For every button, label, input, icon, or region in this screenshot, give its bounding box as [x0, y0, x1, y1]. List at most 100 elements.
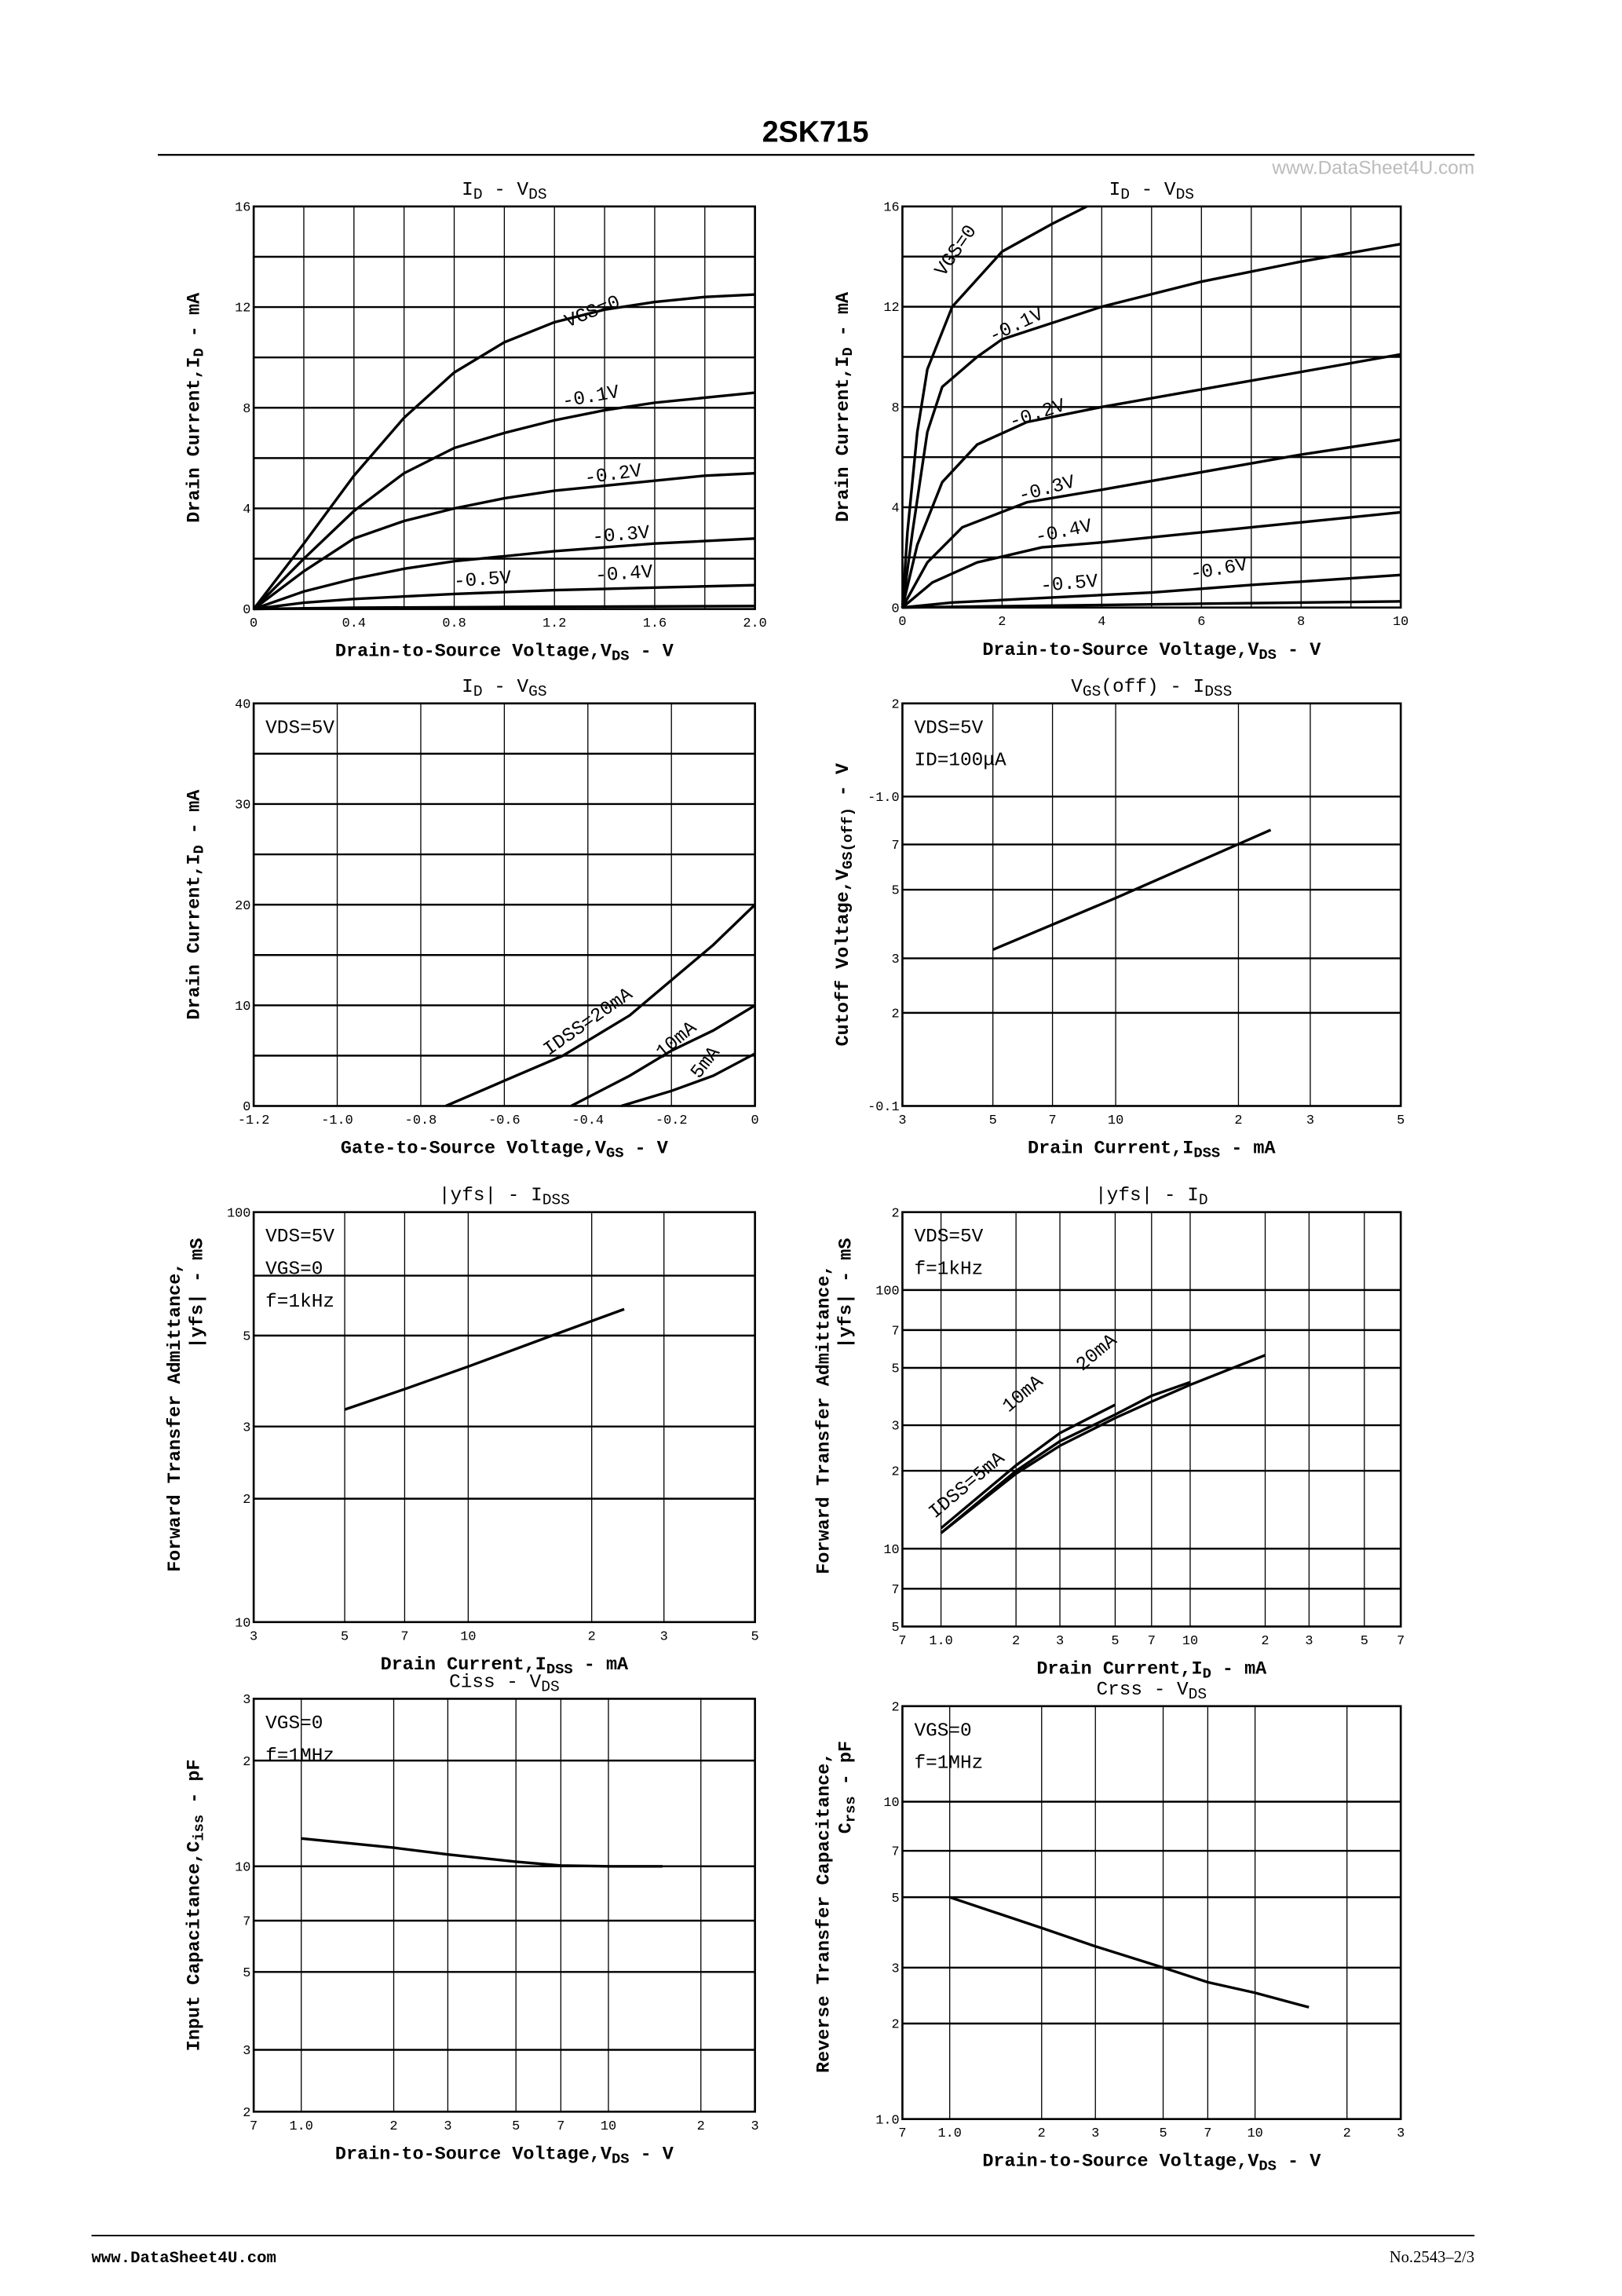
watermark: www.DataSheet4U.com [1271, 158, 1474, 179]
x-tick-label: 3 [1056, 1634, 1064, 1649]
chart-title: Ciss - VDS [449, 1672, 560, 1695]
x-tick-label: 7 [250, 2119, 258, 2134]
y-tick-label: 3 [243, 2044, 250, 2059]
y-tick-label: 2 [892, 2018, 900, 2033]
y-axis-label: Forward Transfer Admittance, [814, 1264, 835, 1574]
subscript: DS [1259, 2157, 1277, 2174]
y-tick-label: 7 [892, 839, 900, 854]
y-axis-label: Drain Current,ID - mA [184, 789, 208, 1020]
x-tick-label: 5 [751, 1629, 759, 1644]
x-tick-label: 2 [998, 615, 1006, 630]
y-tick-label: 7 [892, 1583, 900, 1598]
series-label: -0.2V [583, 461, 644, 490]
x-tick-label: 10 [1108, 1113, 1123, 1128]
series-label: -0.2V [1007, 396, 1069, 433]
x-tick-label: 10 [1393, 615, 1408, 630]
series-line [253, 537, 755, 611]
subscript: GS [1083, 683, 1101, 700]
subscript: D [839, 347, 857, 356]
plot-frame [901, 205, 1402, 609]
subscript: rss [842, 1796, 859, 1823]
test-condition: f=1kHz [265, 1292, 334, 1313]
test-condition: VGS=0 [914, 1720, 971, 1742]
text-run: - pF [836, 1741, 857, 1796]
series-label: 10mA [999, 1372, 1048, 1418]
text-run: - V [1130, 180, 1176, 201]
series-line [570, 1004, 756, 1107]
chart-title: ID - VDS [1109, 180, 1194, 203]
subscript: D [473, 186, 483, 203]
text-run: - V [623, 1139, 668, 1160]
y-tick-label: 0 [892, 601, 900, 616]
text-run: C [836, 1823, 857, 1834]
y-tick-label: 5 [892, 1892, 900, 1907]
series-line [253, 471, 755, 610]
test-condition: VDS=5V [914, 1227, 983, 1248]
y-tick-label: -1.0 [868, 791, 900, 806]
text-run: Reverse Transfer Capacitance, [814, 1753, 835, 2073]
y-tick-label: 3 [243, 1693, 250, 1708]
x-tick-label: -1.2 [238, 1113, 270, 1128]
x-tick-label: 10 [601, 2119, 616, 2134]
x-tick-label: 2 [1261, 1634, 1269, 1649]
text-run: - mA [1211, 1658, 1267, 1680]
x-tick-label: 6 [1197, 615, 1205, 630]
chart-title: ID - VDS [462, 180, 546, 203]
x-tick-label: 1.2 [542, 616, 566, 631]
x-tick-label: 2 [1343, 2126, 1351, 2141]
x-tick-label: 2 [1012, 1634, 1020, 1649]
plot-frame [901, 702, 1402, 1107]
series-line [252, 293, 755, 610]
text-run: (off) - I [1101, 677, 1204, 698]
test-condition: f=1MHz [914, 1753, 983, 1775]
subscript: DS [1259, 646, 1277, 664]
text-run: V [1071, 677, 1083, 698]
text-run: Drain Current,I [381, 1654, 546, 1676]
footer-link[interactable]: www.DataSheet4U.com [92, 2250, 276, 2268]
y-tick-label: 2 [243, 1493, 250, 1508]
x-axis-label: Drain Current,ID - mA [1036, 1658, 1267, 1682]
plot-frame [901, 1211, 1402, 1628]
series-label: IDSS=20mA [540, 984, 637, 1061]
chart-title: |yfs| - IDSS [439, 1186, 570, 1209]
x-tick-label: 0 [250, 616, 258, 631]
x-tick-label: 7 [1204, 2126, 1211, 2141]
y-tick-label: 10 [235, 1616, 250, 1631]
x-tick-label: 3 [1305, 1634, 1313, 1649]
text-run: Crss - V [1097, 1680, 1189, 1701]
y-tick-label: 0 [243, 603, 250, 618]
x-tick-label: 1.0 [937, 2126, 961, 2141]
subscript: D [190, 845, 207, 854]
test-condition: f=1MHz [265, 1746, 334, 1767]
series-label: -0.3V [591, 523, 651, 549]
text-run: I [462, 180, 473, 201]
text-run: |yfs| - mS [187, 1238, 208, 1349]
x-tick-label: 0.4 [342, 616, 366, 631]
y-tick-label: -0.1 [868, 1100, 900, 1115]
series-line [949, 1896, 1310, 2009]
series-line [901, 510, 1401, 609]
subscript: D [190, 348, 207, 356]
y-tick-label: 2 [243, 1755, 250, 1770]
text-run: - mA [1220, 1139, 1276, 1160]
y-tick-label: 3 [892, 1420, 900, 1435]
y-tick-label: 4 [892, 502, 900, 517]
y-tick-label: 0 [243, 1100, 250, 1115]
x-tick-label: 4 [1098, 615, 1105, 630]
y-tick-label: 5 [892, 1621, 900, 1636]
x-tick-label: 0 [898, 615, 906, 630]
y-axis-label: Input Capacitance,Ciss - pF [184, 1759, 208, 2051]
x-tick-label: 2 [389, 2119, 397, 2134]
series-label: -0.3V [1017, 472, 1078, 507]
series-line [445, 903, 756, 1108]
x-tick-label: 3 [898, 1113, 906, 1128]
series-line [940, 1403, 1116, 1530]
x-tick-label: 5 [1159, 2126, 1167, 2141]
x-tick-label: 3 [444, 2119, 451, 2134]
x-tick-label: 10 [1182, 1634, 1198, 1649]
subscript: DS [612, 647, 630, 664]
text-run: - V [1277, 640, 1321, 661]
